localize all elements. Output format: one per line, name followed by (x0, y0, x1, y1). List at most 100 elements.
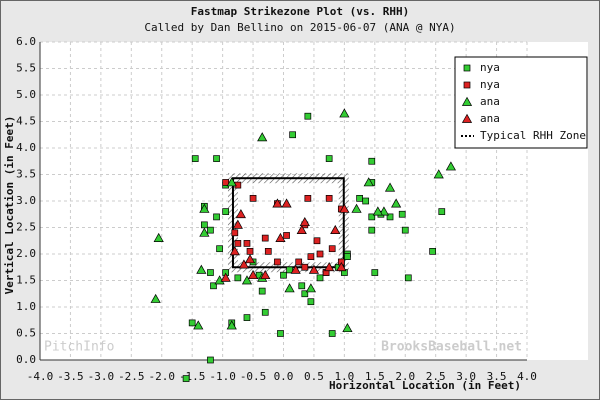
legend-label: Typical RHH Zone (480, 129, 586, 142)
point (280, 271, 287, 279)
point (193, 320, 204, 330)
y-axis-label: Vertical Location (in Feet) (3, 116, 16, 295)
point (368, 213, 376, 221)
point (445, 161, 457, 171)
point (226, 177, 237, 187)
point (277, 330, 284, 337)
point (261, 234, 269, 242)
point (304, 195, 312, 202)
point (404, 274, 412, 282)
x-tick-label: 1.0 (334, 370, 354, 383)
point (433, 169, 444, 179)
point (234, 274, 242, 282)
point (356, 195, 363, 202)
point (325, 195, 333, 202)
point (378, 206, 390, 216)
y-tick-label: 5.5 (16, 62, 36, 75)
x-axis-label: Horizontal Location (in Feet) (329, 379, 521, 392)
point (246, 248, 254, 255)
point (351, 203, 362, 213)
point (313, 237, 321, 245)
point (222, 179, 230, 186)
chart-subtitle: Called by Dan Bellino on 2015-06-07 (ANA… (144, 21, 455, 34)
point (258, 287, 266, 295)
point (207, 226, 214, 234)
point (328, 245, 336, 253)
point (213, 155, 220, 162)
point (438, 208, 446, 215)
point (429, 248, 436, 255)
point (363, 177, 374, 187)
point (307, 253, 315, 260)
point (241, 275, 253, 285)
point (207, 269, 214, 276)
legend-label: ana (480, 112, 500, 125)
point (386, 213, 394, 221)
x-tick-label: 2.5 (426, 370, 446, 383)
legend-marker (463, 81, 471, 89)
point (290, 264, 301, 274)
legend-label: ana (480, 95, 500, 108)
point (299, 216, 310, 227)
point (188, 319, 196, 327)
point (220, 272, 231, 282)
y-tick-label: 3.0 (16, 194, 36, 207)
point (372, 206, 383, 216)
legend: nya nya ana ana Typical RHH Zone (454, 56, 588, 149)
x-tick-label: -1.0 (209, 370, 236, 383)
point (261, 308, 269, 316)
point (207, 356, 214, 364)
point (234, 240, 242, 247)
legend-marker (463, 64, 471, 72)
point (232, 219, 243, 229)
watermark: PitchInfo (44, 340, 114, 355)
point (238, 259, 250, 269)
point (196, 264, 207, 274)
point (210, 282, 217, 290)
point (283, 232, 290, 239)
point (324, 262, 335, 272)
watermark: BrooksBaseball.net (381, 340, 522, 355)
point (330, 224, 341, 234)
y-tick-label: 4.0 (16, 141, 36, 154)
y-tick-label: 4.5 (16, 115, 36, 128)
point (301, 290, 309, 298)
x-tick-label: -2.5 (118, 370, 145, 383)
point (305, 283, 316, 293)
y-tick-label: 1.5 (16, 274, 36, 287)
point (391, 198, 402, 208)
point (226, 320, 237, 330)
x-tick-label: 2.0 (395, 370, 415, 383)
y-tick-label: 2.5 (16, 221, 36, 234)
point (231, 229, 239, 237)
legend-box (454, 56, 588, 149)
point (295, 258, 303, 266)
point (336, 262, 347, 272)
point (368, 157, 376, 165)
point (328, 330, 336, 337)
x-tick-label: -4.0 (27, 370, 54, 383)
point (325, 155, 333, 162)
x-tick-label: -3.5 (57, 370, 84, 383)
point (274, 258, 281, 266)
point (249, 195, 257, 202)
point (275, 232, 286, 242)
point (247, 269, 259, 280)
point (344, 253, 351, 260)
point (182, 375, 190, 382)
legend-label: nya (480, 61, 500, 74)
x-tick-label: 1.5 (365, 370, 385, 383)
point (401, 226, 409, 234)
x-tick-label: 4.0 (517, 370, 537, 383)
point (316, 250, 324, 258)
legend-marker (461, 113, 473, 123)
y-tick-label: 1.0 (16, 300, 36, 313)
point (243, 314, 251, 321)
point (286, 266, 293, 274)
y-tick-label: 5.0 (16, 88, 36, 101)
point (243, 240, 251, 247)
y-tick-label: 0.0 (16, 353, 36, 366)
point (398, 210, 406, 218)
point (284, 283, 295, 293)
point (191, 155, 199, 162)
